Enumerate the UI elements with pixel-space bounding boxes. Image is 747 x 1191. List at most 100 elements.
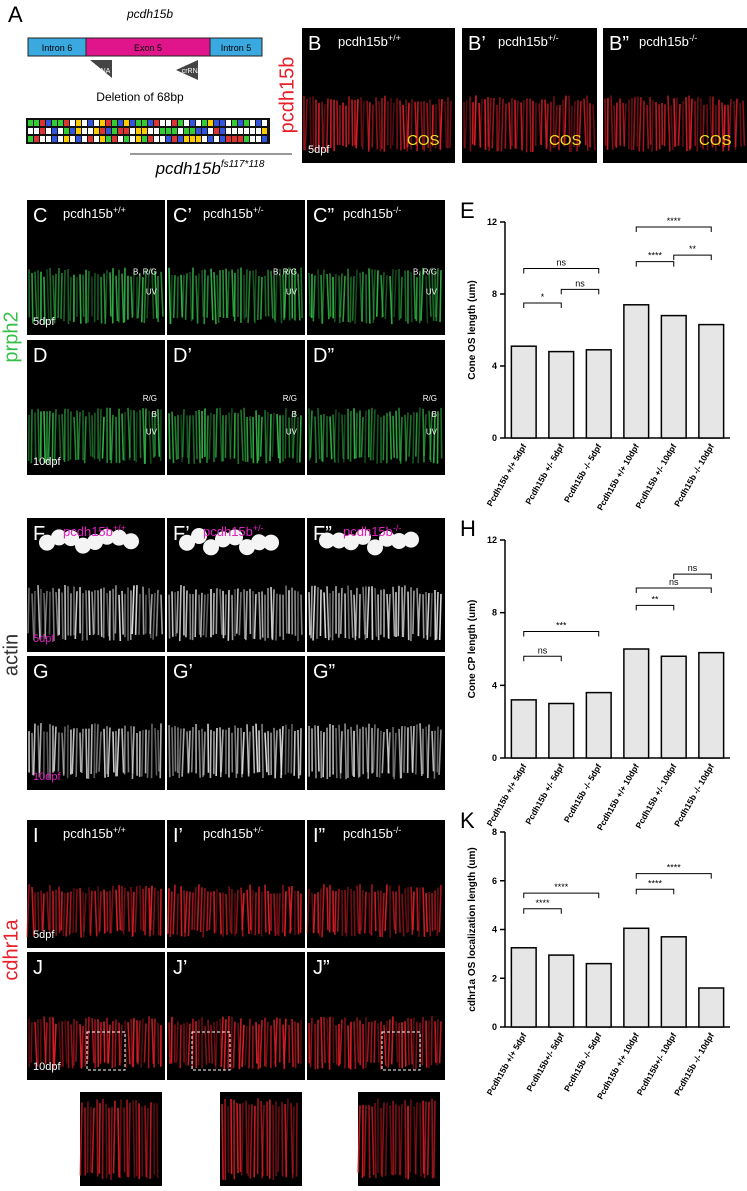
cell-stripe <box>441 408 442 459</box>
cell-stripe <box>86 590 87 640</box>
panel-letter: H <box>460 516 476 541</box>
cell-stripe <box>113 589 114 640</box>
cell-stripe <box>301 594 302 634</box>
bar <box>511 948 536 1027</box>
bar <box>624 305 649 438</box>
cell-stripe <box>62 592 63 639</box>
cell-stripe <box>223 270 224 318</box>
residue <box>100 128 105 134</box>
genotype: +/- <box>253 205 264 215</box>
cell-stripe <box>426 592 427 635</box>
cell-stripe <box>64 727 65 775</box>
cell-stripe <box>228 1016 229 1068</box>
panel-letter: G” <box>313 661 335 683</box>
significance-bracket <box>524 268 599 273</box>
x-tick-label: Pcdh15b +/+ 10dpf <box>595 762 641 832</box>
age-label: 10dpf <box>33 456 61 468</box>
stain-label: prph2 <box>0 311 22 362</box>
cell-stripe <box>73 888 74 933</box>
significance-bracket <box>524 632 599 637</box>
cone-label: UV <box>286 288 298 297</box>
significance-label: ** <box>689 244 697 254</box>
cell-stripe <box>107 891 108 931</box>
gene: pcdh15b <box>498 34 548 49</box>
residue <box>214 128 219 134</box>
x-tick-label: Pcdh15b -/- 5dpf <box>562 442 604 504</box>
residue <box>172 136 177 142</box>
residue <box>112 120 117 126</box>
cone-label: B <box>432 410 437 419</box>
cell-stripe <box>369 1105 370 1178</box>
cell-stripe <box>112 1021 113 1068</box>
residue <box>196 120 201 126</box>
cell-stripe <box>124 268 125 322</box>
age-label: 10dpf <box>33 1061 61 1073</box>
bar <box>624 649 649 758</box>
residue <box>208 120 213 126</box>
cell-stripe <box>140 410 141 458</box>
panel-letter: B” <box>609 33 629 55</box>
cell-stripe <box>246 1101 247 1174</box>
residue <box>250 136 255 142</box>
blob <box>123 533 139 549</box>
cell-stripe <box>61 273 62 319</box>
cell-stripe <box>268 731 269 775</box>
cell-stripe <box>293 1106 294 1174</box>
cell-stripe <box>324 1017 325 1063</box>
cell-stripe <box>371 884 372 935</box>
cell-stripe <box>172 591 173 636</box>
residue <box>190 128 195 134</box>
cell-stripe <box>136 1100 137 1176</box>
residue <box>82 136 87 142</box>
cell-stripe <box>59 887 60 933</box>
residue <box>28 136 33 142</box>
y-axis-label: cdhr1a OS localization length (um) <box>467 847 478 1011</box>
residue <box>106 136 111 142</box>
x-tick-label: Pcdh15b+/- 10dpf <box>635 1031 679 1097</box>
cell-stripe <box>107 1018 108 1063</box>
residue <box>70 136 75 142</box>
gene: pcdh15b <box>203 826 253 841</box>
residue <box>94 128 99 134</box>
cell-stripe <box>398 586 399 636</box>
cell-stripe <box>231 1099 232 1174</box>
significance-label: **** <box>648 251 663 261</box>
residue <box>64 120 69 126</box>
panel-a: A pcdh15b Intron 6 Exon 5 Intron 5 crRNA… <box>8 2 292 178</box>
cell-stripe <box>31 409 32 463</box>
cell-stripe <box>169 725 170 777</box>
residue <box>190 120 195 126</box>
residue <box>172 128 177 134</box>
significance-bracket <box>636 262 674 267</box>
residue <box>166 136 171 142</box>
cell-stripe <box>177 894 178 935</box>
cell-stripe <box>31 1022 32 1062</box>
cell-stripe <box>413 412 414 463</box>
y-tick-label: 0 <box>492 753 497 763</box>
residue <box>100 136 105 142</box>
cell-stripe <box>416 1022 417 1070</box>
cell-stripe <box>322 102 323 150</box>
cell-stripe <box>271 587 272 639</box>
cell-stripe <box>100 1022 101 1064</box>
cell-stripe <box>91 724 92 774</box>
cell-stripe <box>101 277 102 324</box>
cell-stripe <box>345 890 346 933</box>
genotype: +/- <box>548 33 559 43</box>
panel-letter: C” <box>313 205 334 227</box>
cell-stripe <box>180 1025 181 1069</box>
cell-stripe <box>399 885 400 932</box>
x-tick-label: Pcdh15b -/- 5dpf <box>562 762 604 824</box>
age-label: 5dpf <box>33 633 55 645</box>
cell-stripe <box>139 594 140 635</box>
cell-stripe <box>88 271 89 323</box>
residue <box>226 128 231 134</box>
residue <box>28 128 33 134</box>
cone-label: B, R/G <box>273 267 297 276</box>
residue <box>82 128 87 134</box>
residue <box>40 136 45 142</box>
y-tick-label: 4 <box>492 361 497 371</box>
cell-stripe <box>404 726 405 772</box>
guide-label: crRNA <box>182 68 203 75</box>
cell-stripe <box>115 585 116 633</box>
